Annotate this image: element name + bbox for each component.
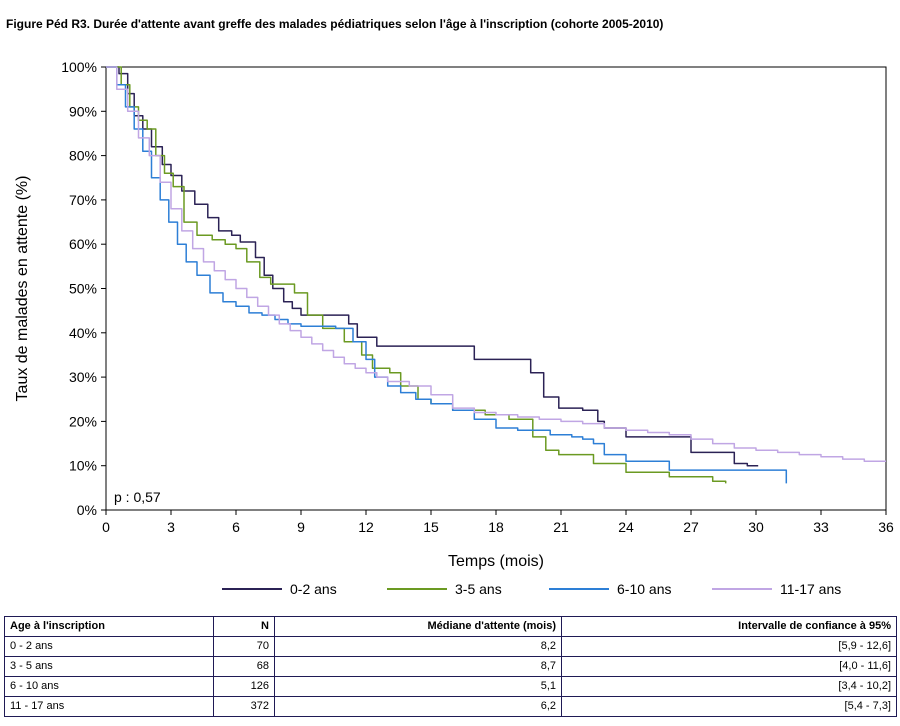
y-tick-label: 80% — [69, 148, 97, 164]
x-tick-label: 3 — [167, 519, 175, 535]
p-value-annotation: p : 0,57 — [114, 489, 161, 505]
table-row: 3 - 5 ans 68 8,7 [4,0 - 11,6] — [4, 656, 897, 677]
y-tick-label: 20% — [69, 413, 97, 429]
cell-n: 70 — [213, 636, 275, 657]
x-tick-label: 30 — [748, 519, 764, 535]
x-tick-label: 36 — [878, 519, 894, 535]
cell-age: 6 - 10 ans — [4, 676, 214, 697]
cell-ci: [4,0 - 11,6] — [561, 656, 897, 677]
table-header-row: Age à l'inscription N Médiane d'attente … — [4, 616, 897, 637]
cell-median: 5,1 — [274, 676, 562, 697]
cell-median: 6,2 — [274, 696, 562, 717]
table-row: 11 - 17 ans 372 6,2 [5,4 - 7,3] — [4, 696, 897, 717]
cell-median: 8,2 — [274, 636, 562, 657]
figure-title: Figure Péd R3. Durée d'attente avant gre… — [6, 17, 664, 31]
cell-median: 8,7 — [274, 656, 562, 677]
table-row: 6 - 10 ans 126 5,1 [3,4 - 10,2] — [4, 676, 897, 697]
summary-table: Age à l'inscription N Médiane d'attente … — [4, 616, 897, 717]
y-tick-label: 40% — [69, 325, 97, 341]
x-tick-label: 15 — [423, 519, 439, 535]
table-row: 0 - 2 ans 70 8,2 [5,9 - 12,6] — [4, 636, 897, 657]
cell-ci: [3,4 - 10,2] — [561, 676, 897, 697]
legend-label: 3-5 ans — [455, 581, 502, 597]
y-tick-label: 60% — [69, 236, 97, 252]
x-tick-label: 21 — [553, 519, 569, 535]
x-tick-label: 6 — [232, 519, 240, 535]
series-line-2 — [106, 66, 727, 484]
x-tick-label: 27 — [683, 519, 699, 535]
cell-n: 372 — [213, 696, 275, 717]
y-tick-label: 70% — [69, 192, 97, 208]
series-line-1 — [106, 66, 759, 467]
cell-ci: [5,9 - 12,6] — [561, 636, 897, 657]
cell-age: 3 - 5 ans — [4, 656, 214, 677]
plot-frame — [105, 66, 887, 511]
legend-label: 11-17 ans — [780, 581, 841, 597]
legend-label: 0-2 ans — [290, 581, 337, 597]
x-tick-label: 24 — [618, 519, 634, 535]
y-tick-label: 90% — [69, 103, 97, 119]
header-ci: Intervalle de confiance à 95% — [561, 616, 897, 637]
y-tick-label: 100% — [61, 59, 97, 75]
x-tick-label: 9 — [297, 519, 305, 535]
y-axis-label: Taux de malades en attente (%) — [14, 176, 31, 402]
cell-age: 0 - 2 ans — [4, 636, 214, 657]
x-tick-label: 18 — [488, 519, 504, 535]
cell-age: 11 - 17 ans — [4, 696, 214, 717]
y-tick-label: 10% — [69, 458, 97, 474]
y-tick-label: 0% — [77, 502, 97, 518]
x-tick-label: 0 — [102, 519, 110, 535]
header-median: Médiane d'attente (mois) — [274, 616, 562, 637]
header-age: Age à l'inscription — [4, 616, 214, 637]
cell-n: 68 — [213, 656, 275, 677]
series-line-3 — [106, 66, 788, 484]
x-axis-label: Temps (mois) — [448, 553, 544, 570]
x-tick-label: 12 — [358, 519, 374, 535]
survival-chart: 0%10%20%30%40%50%60%70%80%90%100%0 3 6 9 12 1… — [14, 59, 894, 597]
y-tick-label: 30% — [69, 369, 97, 385]
cell-n: 126 — [213, 676, 275, 697]
cell-ci: [5,4 - 7,3] — [561, 696, 897, 717]
series-line-4 — [106, 66, 886, 463]
x-tick-label: 33 — [813, 519, 829, 535]
y-tick-label: 50% — [69, 281, 97, 297]
header-n: N — [213, 616, 275, 637]
legend-label: 6-10 ans — [617, 581, 671, 597]
